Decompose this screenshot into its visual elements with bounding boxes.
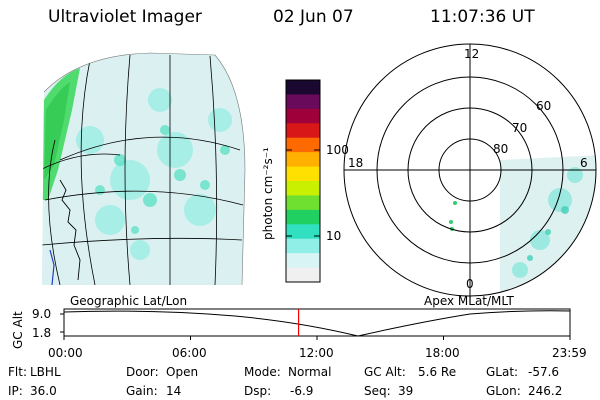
instrument-title: Ultraviolet Imager [48,7,202,27]
right-panel-caption: Apex MLat/MLT [424,294,514,308]
param-flt-value: LBHL [30,365,61,379]
altitude-timeline [60,308,571,340]
param-mode-value: Normal [288,365,332,379]
left-panel-caption: Geographic Lat/Lon [70,294,188,308]
colorbar-stripe [286,253,320,269]
param-gcalt-value: 5.6 Re [418,365,457,379]
param-glat-label: GLat: [486,365,519,379]
colorbar-stripe [286,224,320,240]
mlat-label-80: 80 [493,142,509,156]
param-door-label: Door: [126,365,159,379]
param-glon-label: GLon: [486,384,521,398]
auroral-spots [449,201,457,231]
polar-plot [343,43,597,297]
colorbar [285,79,321,283]
colorbar-unit-label: photon cm⁻²s⁻¹ [261,147,275,240]
colorbar-tick-100: 100 [326,143,349,157]
param-glat-value: -57.6 [528,365,560,379]
timeline-xtick-0000: 00:00 [48,346,83,360]
timeline-ylabel: GC Alt [11,311,25,349]
earth-image [42,52,246,286]
colorbar-tick-10: 10 [326,229,342,243]
timeline-xtick-1200: 12:00 [299,346,334,360]
colorbar-frame [285,79,321,283]
param-glon-value: 246.2 [528,384,563,398]
colorbar-stripe [286,80,320,95]
colorbar-stripe [286,123,320,139]
param-seq-value: 39 [398,384,414,398]
param-gain-label: Gain: [126,384,158,398]
param-mode-label: Mode: [244,365,281,379]
colorbar-stripe [286,137,320,153]
timeline-xtick-1800: 18:00 [425,346,460,360]
colorbar-stripe [286,209,320,225]
colorbar-stripe [286,166,320,182]
timeline-ytick-bottom: 1.8 [32,326,52,340]
mlt-label-6: 6 [580,156,588,170]
timeline-ytick-top: 9.0 [32,307,52,321]
param-ip-value: 36.0 [30,384,57,398]
param-gcalt-label: GC Alt: [364,365,406,379]
mlt-label-18: 18 [348,156,364,170]
colorbar-stripe [286,267,320,283]
timeline-xtick-0600: 06:00 [172,346,207,360]
colorbar-stripe [286,238,320,254]
observation-date: 02 Jun 07 [273,7,354,27]
mlat-label-60: 60 [536,99,552,113]
colorbar-stripe [286,152,320,168]
param-dsp-value: -6.9 [290,384,314,398]
colorbar-stripe [286,108,320,124]
param-door-value: Open [166,365,199,379]
colorbar-ticks [286,149,320,237]
colorbar-stripe [286,181,320,196]
colorbar-stripe [286,94,320,110]
observation-time: 11:07:36 UT [430,7,535,27]
mlat-label-70: 70 [512,121,528,135]
timeline-xtick-2359: 23:59 [552,346,587,360]
param-seq-label: Seq: [364,384,391,398]
mlt-label-12: 12 [464,47,480,61]
param-flt-label: Flt: [8,365,27,379]
param-dsp-label: Dsp: [244,384,272,398]
mlt-label-0: 0 [466,277,474,291]
param-gain-value: 14 [166,384,182,398]
param-ip-label: IP: [8,384,23,398]
colorbar-stripe [286,195,320,211]
